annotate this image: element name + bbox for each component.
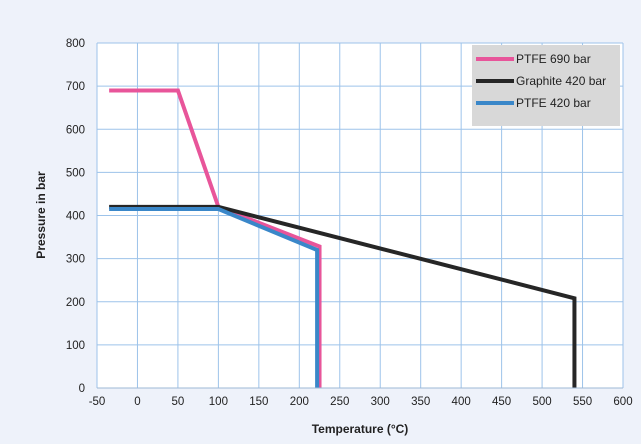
y-tick-label: 600 (66, 124, 85, 136)
legend-items: PTFE 690 bar Graphite 420 bar PTFE 420 bar (476, 52, 606, 110)
x-tick-label: 600 (613, 396, 632, 408)
series-line-graphite-420-bar (109, 204, 577, 388)
x-axis-title: Temperature (°C) (312, 422, 409, 436)
y-tick-label: 300 (66, 254, 85, 266)
y-tick-label: 0 (79, 383, 85, 395)
legend-label: PTFE 690 bar (516, 52, 591, 66)
legend-label: PTFE 420 bar (516, 96, 591, 110)
y-tick-labels: 0 100 200 300 400 500 600 700 800 (66, 38, 85, 395)
legend: PTFE 690 bar Graphite 420 bar PTFE 420 bar (472, 45, 620, 126)
y-tick-label: 500 (66, 167, 85, 179)
y-tick-label: 800 (66, 38, 85, 50)
series-line-ptfe-420-bar (109, 207, 320, 388)
x-tick-label: 150 (249, 396, 268, 408)
x-tick-label: 300 (371, 396, 390, 408)
y-tick-label: 700 (66, 81, 85, 93)
x-tick-label: -50 (89, 396, 106, 408)
x-tick-label: 0 (134, 396, 140, 408)
x-tick-label: 200 (290, 396, 309, 408)
legend-label: Graphite 420 bar (516, 74, 606, 88)
x-tick-label: 550 (573, 396, 592, 408)
x-tick-label: 50 (172, 396, 185, 408)
x-tick-label: 500 (532, 396, 551, 408)
x-tick-label: 450 (492, 396, 511, 408)
series-lines (109, 88, 577, 388)
y-axis-title: Pressure in bar (34, 171, 48, 259)
x-tick-labels: -50 0 50 100 150 200 250 300 350 400 450 500 550 600 (89, 396, 633, 408)
x-tick-label: 100 (209, 396, 228, 408)
y-tick-label: 200 (66, 297, 85, 309)
y-tick-label: 400 (66, 211, 85, 223)
x-tick-label: 350 (411, 396, 430, 408)
x-tick-label: 250 (330, 396, 349, 408)
y-tick-label: 100 (66, 340, 85, 352)
x-tick-label: 400 (452, 396, 471, 408)
